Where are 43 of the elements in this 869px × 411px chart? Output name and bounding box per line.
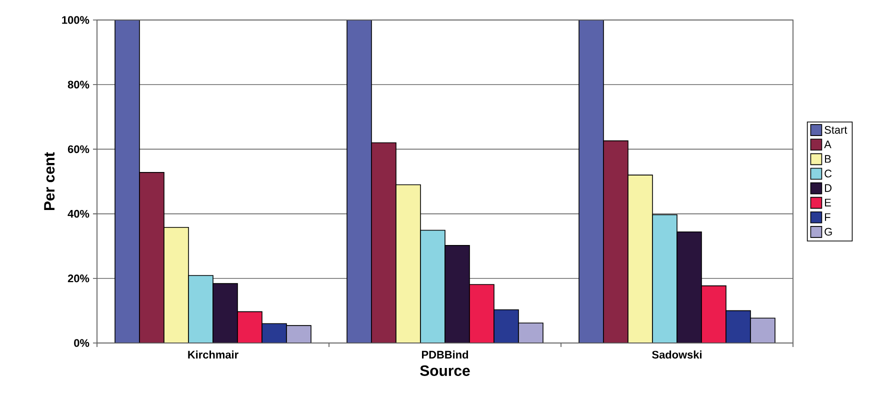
- bar: [470, 284, 494, 343]
- bar: [676, 231, 702, 343]
- bar: [578, 20, 604, 343]
- legend-label: B: [825, 155, 831, 163]
- x-tick-label: PDBBind: [422, 350, 468, 359]
- legend-label: D: [825, 184, 832, 192]
- bar: [237, 311, 262, 343]
- bar: [750, 318, 776, 343]
- x-tick-label: Kirchmair: [188, 350, 238, 359]
- y-tick-label: 80%: [68, 80, 90, 88]
- bar: [518, 322, 544, 343]
- bar: [188, 275, 214, 343]
- bar: [628, 174, 653, 343]
- bar: [603, 140, 628, 343]
- bar: [139, 172, 164, 343]
- legend-label: C: [824, 170, 832, 178]
- y-tick-label: 0%: [74, 339, 90, 347]
- bar: [494, 310, 519, 343]
- y-tick-label: 20%: [68, 274, 90, 282]
- y-tick-label: 60%: [68, 145, 90, 154]
- legend-label: G: [824, 228, 832, 236]
- bar: [726, 310, 751, 343]
- bar: [212, 283, 238, 343]
- bar: [286, 325, 312, 343]
- y-axis-title: Per cent: [44, 152, 55, 210]
- legend-label: E: [825, 198, 831, 206]
- bar: [420, 230, 445, 343]
- x-tick-label: Sadowski: [652, 350, 702, 359]
- y-tick-label: 40%: [68, 210, 90, 218]
- bar: [652, 214, 678, 343]
- bar: [445, 245, 470, 343]
- bar: [396, 184, 420, 343]
- bar: [114, 20, 140, 343]
- bar: [372, 142, 396, 343]
- legend-label: A: [824, 140, 832, 148]
- bar: [701, 285, 726, 343]
- legend-label: F: [825, 213, 830, 221]
- bar: [164, 226, 189, 343]
- bar: [347, 20, 372, 343]
- legend-label: Start: [824, 126, 848, 134]
- bar: [262, 323, 287, 343]
- x-axis-title: Source: [420, 365, 470, 376]
- y-tick-label: 100%: [62, 16, 90, 24]
